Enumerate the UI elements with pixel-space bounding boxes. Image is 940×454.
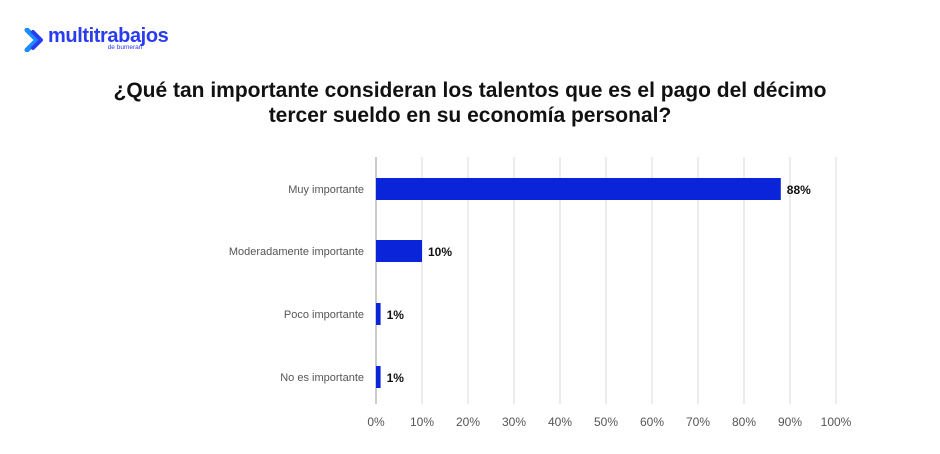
chart-title-line-1: ¿Qué tan importante consideran los talen… [113,79,827,102]
bar [376,178,781,200]
x-tick-label: 80% [732,415,756,429]
x-tick-label: 40% [548,415,572,429]
x-tick-label: 90% [778,415,802,429]
brand-name: multitrabajos [48,25,169,47]
category-label: No es importante [280,372,364,384]
data-label: 1% [387,371,405,385]
data-label: 10% [428,245,452,259]
brand-logo: multitrabajos de bumeran [24,25,169,52]
data-label: 1% [387,308,405,322]
chevron-right-icon [24,28,43,52]
category-label: Muy importante [288,184,364,196]
category-label: Moderadamente importante [229,246,364,258]
category-label: Poco importante [284,309,364,321]
bar [376,303,381,325]
bar [376,240,422,262]
brand-subtitle: de bumeran [107,44,143,51]
x-tick-label: 50% [594,415,618,429]
chart-title-line-2: tercer sueldo en su economía personal? [268,104,672,127]
x-tick-label: 10% [410,415,434,429]
x-tick-label: 30% [502,415,526,429]
x-tick-label: 20% [456,415,480,429]
chart-title: ¿Qué tan importante consideran los talen… [0,78,940,128]
x-tick-label: 60% [640,415,664,429]
data-label: 88% [787,183,811,197]
bar [376,366,381,388]
x-tick-label: 70% [686,415,710,429]
x-tick-label: 100% [821,415,852,429]
x-tick-label: 0% [367,415,385,429]
